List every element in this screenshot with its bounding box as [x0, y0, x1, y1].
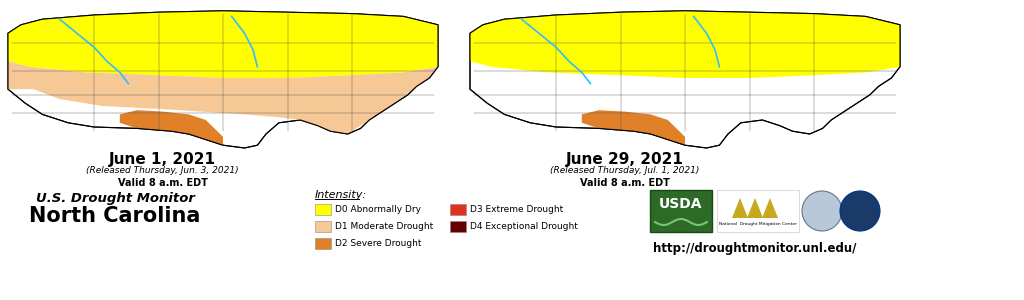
Text: June 1, 2021: June 1, 2021 — [110, 152, 216, 167]
Text: http://droughtmonitor.unl.edu/: http://droughtmonitor.unl.edu/ — [653, 242, 857, 255]
Text: June 29, 2021: June 29, 2021 — [566, 152, 684, 167]
Text: D0 Abnormally Dry: D0 Abnormally Dry — [335, 205, 421, 214]
Text: D2 Severe Drought: D2 Severe Drought — [335, 239, 422, 248]
Bar — [450, 221, 466, 232]
Text: National  Drought Mitigation Center: National Drought Mitigation Center — [719, 222, 797, 226]
Text: D4 Exceptional Drought: D4 Exceptional Drought — [470, 222, 578, 231]
Polygon shape — [732, 198, 748, 218]
Text: D3 Extreme Drought: D3 Extreme Drought — [470, 205, 563, 214]
Polygon shape — [582, 110, 685, 145]
Polygon shape — [8, 61, 438, 134]
Text: Intensity:: Intensity: — [315, 190, 368, 200]
Circle shape — [802, 191, 842, 231]
Polygon shape — [762, 198, 778, 218]
Text: USDA: USDA — [659, 197, 702, 211]
Text: (Released Thursday, Jun. 3, 2021): (Released Thursday, Jun. 3, 2021) — [86, 166, 240, 175]
Text: D1 Moderate Drought: D1 Moderate Drought — [335, 222, 433, 231]
Bar — [315, 204, 331, 215]
Polygon shape — [120, 110, 223, 145]
Polygon shape — [470, 11, 900, 78]
Polygon shape — [746, 198, 763, 218]
Polygon shape — [8, 11, 438, 148]
Text: Valid 8 a.m. EDT: Valid 8 a.m. EDT — [118, 178, 208, 188]
Text: (Released Thursday, Jul. 1, 2021): (Released Thursday, Jul. 1, 2021) — [550, 166, 699, 175]
Text: U.S. Drought Monitor: U.S. Drought Monitor — [36, 192, 195, 205]
Circle shape — [840, 191, 880, 231]
Bar — [315, 221, 331, 232]
Bar — [450, 204, 466, 215]
Bar — [650, 190, 712, 232]
Bar — [315, 238, 331, 249]
Bar — [717, 190, 799, 232]
Text: Valid 8 a.m. EDT: Valid 8 a.m. EDT — [580, 178, 670, 188]
Polygon shape — [8, 11, 438, 78]
Text: North Carolina: North Carolina — [30, 206, 201, 226]
Polygon shape — [470, 11, 900, 148]
